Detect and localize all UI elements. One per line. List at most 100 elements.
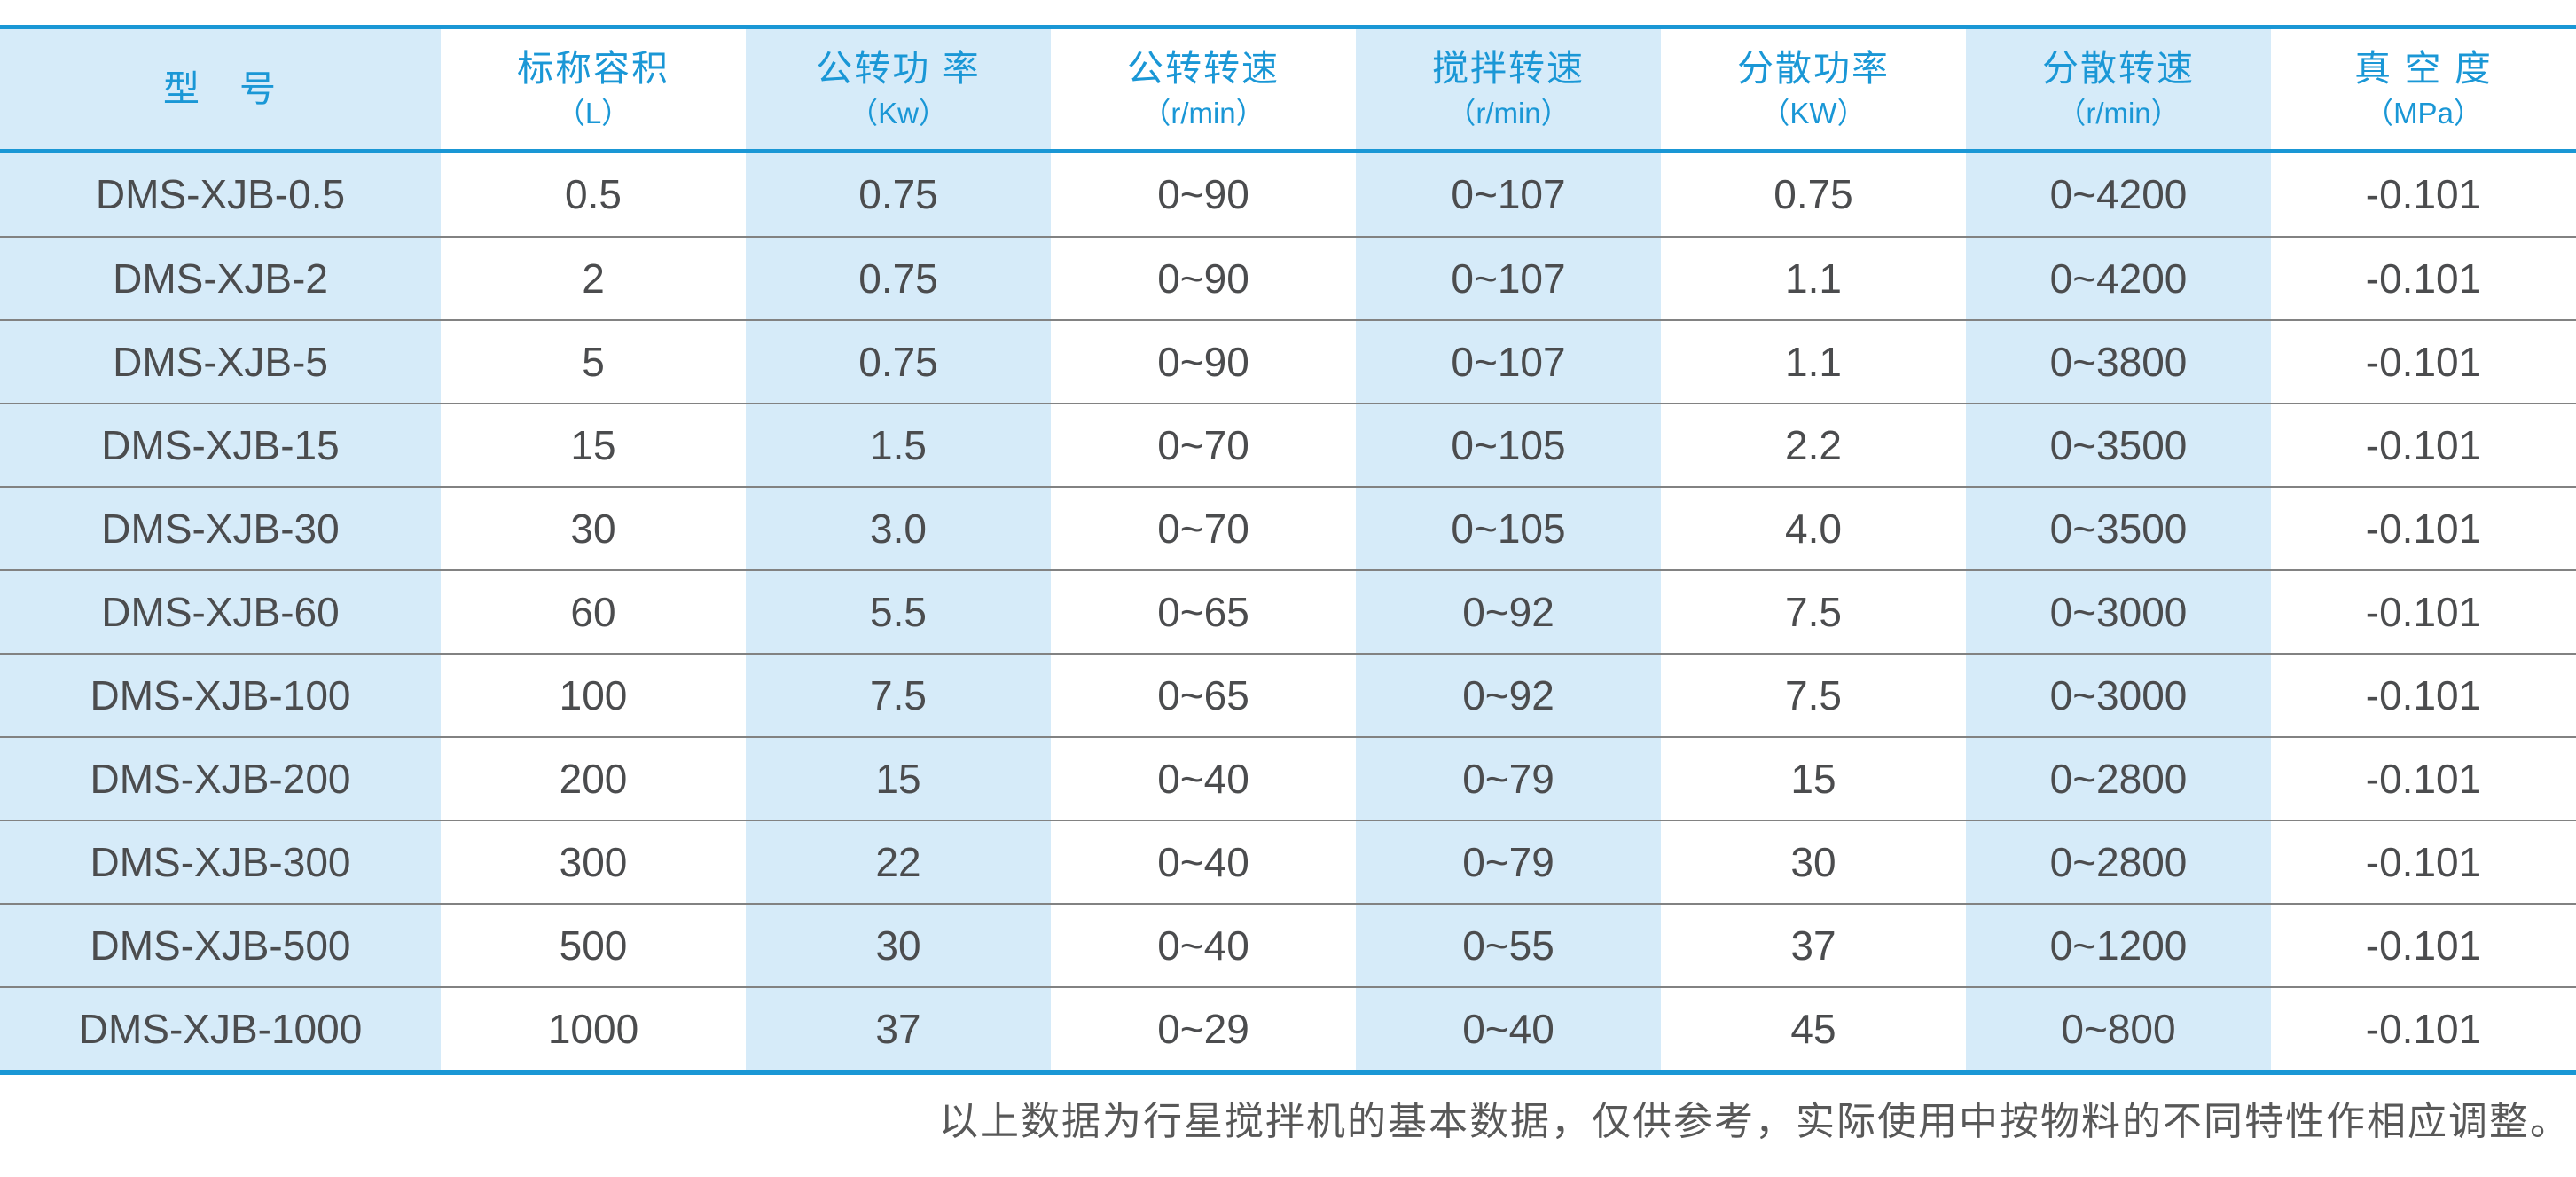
cell-dispersion-speed: 0~2800	[1966, 821, 2271, 903]
cell-dispersion-power: 0.75	[1661, 153, 1966, 236]
col-header-volume: 标称容积 （L）	[441, 29, 746, 149]
cell-stir-speed: 0~55	[1356, 905, 1661, 986]
column-unit: （L）	[555, 96, 631, 129]
footnote: 以上数据为行星搅拌机的基本数据，仅供参考，实际使用中按物料的不同特性作相应调整。	[939, 1099, 2571, 1144]
cell-dispersion-power: 2.2	[1661, 404, 1966, 486]
cell-dispersion-speed: 0~1200	[1966, 905, 2271, 986]
cell-volume: 300	[441, 821, 746, 903]
cell-stir-speed: 0~79	[1356, 821, 1661, 903]
cell-volume: 60	[441, 571, 746, 653]
cell-vacuum: -0.101	[2271, 321, 2576, 403]
cell-dispersion-power: 4.0	[1661, 488, 1966, 569]
cell-dispersion-power: 1.1	[1661, 238, 1966, 319]
cell-stir-speed: 0~107	[1356, 153, 1661, 236]
cell-model: DMS-XJB-5	[0, 321, 441, 403]
cell-stir-speed: 0~40	[1356, 988, 1661, 1070]
cell-revolution-speed: 0~90	[1051, 153, 1356, 236]
cell-dispersion-speed: 0~800	[1966, 988, 2271, 1070]
table-row: DMS-XJB-100 100 7.5 0~65 0~92 7.5 0~3000…	[0, 653, 2576, 736]
cell-dispersion-power: 7.5	[1661, 571, 1966, 653]
cell-vacuum: -0.101	[2271, 488, 2576, 569]
cell-model: DMS-XJB-1000	[0, 988, 441, 1070]
column-title: 标称容积	[517, 47, 669, 89]
col-header-model: 型 号	[0, 29, 441, 149]
spec-sheet: 型 号 标称容积 （L） 公转功 率 （Kw） 公转转速 （r/min） 搅拌转…	[0, 25, 2576, 1177]
cell-revolution-power: 7.5	[746, 655, 1051, 736]
column-title: 公转转速	[1127, 47, 1280, 89]
cell-model: DMS-XJB-300	[0, 821, 441, 903]
cell-dispersion-speed: 0~3800	[1966, 321, 2271, 403]
cell-volume: 100	[441, 655, 746, 736]
cell-dispersion-power: 1.1	[1661, 321, 1966, 403]
cell-dispersion-power: 45	[1661, 988, 1966, 1070]
cell-revolution-speed: 0~90	[1051, 238, 1356, 319]
cell-volume: 1000	[441, 988, 746, 1070]
cell-revolution-speed: 0~40	[1051, 738, 1356, 820]
cell-revolution-power: 0.75	[746, 153, 1051, 236]
column-unit: （r/min）	[1446, 96, 1570, 129]
col-header-revolution-speed: 公转转速 （r/min）	[1051, 29, 1356, 149]
table-row: DMS-XJB-60 60 5.5 0~65 0~92 7.5 0~3000 -…	[0, 569, 2576, 653]
cell-revolution-power: 0.75	[746, 238, 1051, 319]
table-row: DMS-XJB-200 200 15 0~40 0~79 15 0~2800 -…	[0, 736, 2576, 820]
cell-volume: 0.5	[441, 153, 746, 236]
cell-revolution-power: 3.0	[746, 488, 1051, 569]
cell-volume: 15	[441, 404, 746, 486]
column-title: 公转功 率	[816, 47, 981, 89]
cell-dispersion-power: 7.5	[1661, 655, 1966, 736]
cell-revolution-speed: 0~90	[1051, 321, 1356, 403]
cell-vacuum: -0.101	[2271, 238, 2576, 319]
col-header-dispersion-speed: 分散转速 （r/min）	[1966, 29, 2271, 149]
cell-revolution-speed: 0~40	[1051, 905, 1356, 986]
cell-model: DMS-XJB-30	[0, 488, 441, 569]
table-row: DMS-XJB-2 2 0.75 0~90 0~107 1.1 0~4200 -…	[0, 236, 2576, 319]
cell-revolution-speed: 0~65	[1051, 655, 1356, 736]
cell-revolution-power: 37	[746, 988, 1051, 1070]
column-title: 真 空 度	[2354, 47, 2493, 89]
cell-volume: 2	[441, 238, 746, 319]
cell-stir-speed: 0~107	[1356, 238, 1661, 319]
cell-model: DMS-XJB-15	[0, 404, 441, 486]
cell-stir-speed: 0~105	[1356, 488, 1661, 569]
cell-stir-speed: 0~79	[1356, 738, 1661, 820]
table-row: DMS-XJB-300 300 22 0~40 0~79 30 0~2800 -…	[0, 820, 2576, 903]
col-header-dispersion-power: 分散功率 （KW）	[1661, 29, 1966, 149]
cell-volume: 500	[441, 905, 746, 986]
cell-revolution-power: 22	[746, 821, 1051, 903]
cell-model: DMS-XJB-100	[0, 655, 441, 736]
column-unit: （KW）	[1760, 96, 1867, 129]
cell-model: DMS-XJB-500	[0, 905, 441, 986]
cell-vacuum: -0.101	[2271, 821, 2576, 903]
cell-volume: 200	[441, 738, 746, 820]
table-row: DMS-XJB-5 5 0.75 0~90 0~107 1.1 0~3800 -…	[0, 319, 2576, 403]
column-unit: （r/min）	[2056, 96, 2181, 129]
table-row: DMS-XJB-1000 1000 37 0~29 0~40 45 0~800 …	[0, 986, 2576, 1070]
column-title: 分散转速	[2042, 47, 2195, 89]
cell-vacuum: -0.101	[2271, 404, 2576, 486]
cell-stir-speed: 0~107	[1356, 321, 1661, 403]
cell-stir-speed: 0~92	[1356, 571, 1661, 653]
cell-revolution-speed: 0~29	[1051, 988, 1356, 1070]
cell-dispersion-speed: 0~3000	[1966, 571, 2271, 653]
cell-vacuum: -0.101	[2271, 905, 2576, 986]
col-header-stir-speed: 搅拌转速 （r/min）	[1356, 29, 1661, 149]
cell-revolution-power: 1.5	[746, 404, 1051, 486]
cell-dispersion-speed: 0~3500	[1966, 404, 2271, 486]
cell-revolution-speed: 0~40	[1051, 821, 1356, 903]
cell-dispersion-power: 37	[1661, 905, 1966, 986]
column-title: 搅拌转速	[1432, 47, 1585, 89]
cell-model: DMS-XJB-60	[0, 571, 441, 653]
cell-dispersion-power: 30	[1661, 821, 1966, 903]
spec-table: 型 号 标称容积 （L） 公转功 率 （Kw） 公转转速 （r/min） 搅拌转…	[0, 25, 2576, 1075]
cell-revolution-power: 15	[746, 738, 1051, 820]
column-unit: （MPa）	[2364, 96, 2483, 129]
cell-revolution-power: 30	[746, 905, 1051, 986]
cell-vacuum: -0.101	[2271, 153, 2576, 236]
table-header-row: 型 号 标称容积 （L） 公转功 率 （Kw） 公转转速 （r/min） 搅拌转…	[0, 29, 2576, 153]
cell-vacuum: -0.101	[2271, 655, 2576, 736]
cell-revolution-power: 5.5	[746, 571, 1051, 653]
cell-dispersion-speed: 0~4200	[1966, 238, 2271, 319]
column-title: 分散功率	[1737, 47, 1890, 89]
table-row: DMS-XJB-30 30 3.0 0~70 0~105 4.0 0~3500 …	[0, 486, 2576, 569]
table-row: DMS-XJB-500 500 30 0~40 0~55 37 0~1200 -…	[0, 903, 2576, 986]
